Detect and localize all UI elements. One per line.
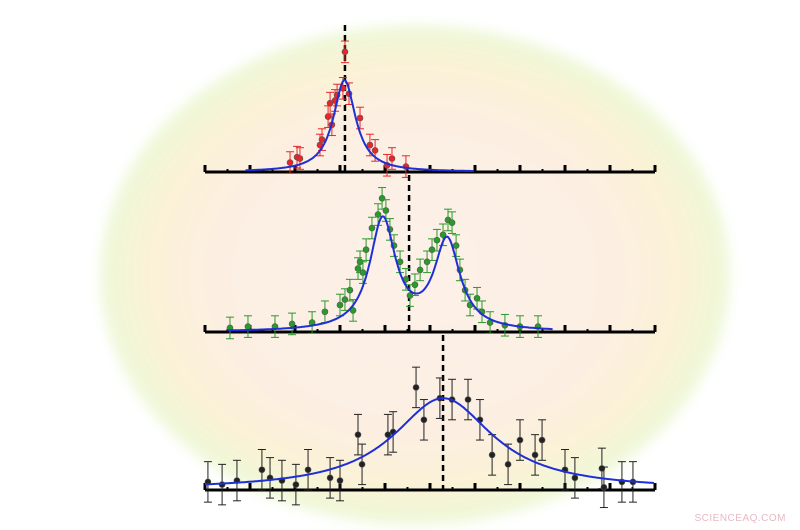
data-point — [326, 474, 334, 482]
data-point — [354, 265, 362, 272]
data-point — [423, 258, 431, 266]
data-point — [341, 48, 349, 56]
data-point — [349, 307, 357, 314]
data-point — [321, 308, 329, 316]
data-point — [516, 436, 524, 444]
data-point — [473, 294, 481, 302]
watermark: SCIENCEAQ.COM — [694, 513, 786, 524]
data-point — [433, 236, 441, 244]
data-point — [448, 219, 456, 226]
data-point — [420, 416, 428, 424]
data-point — [336, 477, 344, 484]
data-point — [292, 481, 300, 488]
data-point — [439, 231, 447, 239]
data-point — [326, 99, 334, 107]
data-point — [464, 396, 472, 403]
data-point — [362, 246, 370, 253]
data-point — [416, 266, 424, 274]
data-point — [304, 466, 312, 474]
data-point — [258, 466, 266, 474]
data-point — [358, 461, 366, 468]
data-point — [244, 323, 252, 330]
data-point — [571, 474, 579, 482]
data-point — [412, 384, 420, 391]
data-point — [411, 281, 419, 289]
data-point — [296, 155, 304, 162]
data-point — [324, 113, 332, 120]
fit-curve-bottom — [204, 397, 654, 486]
data-point — [286, 159, 294, 166]
data-point — [354, 431, 362, 438]
data-point — [336, 301, 344, 309]
data-point — [504, 461, 512, 468]
data-point — [359, 269, 367, 276]
fit-curve-middle — [227, 215, 553, 332]
data-point — [488, 451, 496, 459]
data-point — [318, 136, 326, 143]
data-point — [288, 320, 296, 328]
data-point — [384, 431, 392, 438]
data-point — [378, 195, 386, 202]
data-point — [428, 246, 436, 253]
data-point — [366, 141, 374, 149]
data-point — [368, 224, 376, 232]
data-point — [341, 296, 349, 303]
data-point — [371, 147, 379, 154]
data-point — [531, 451, 539, 459]
data-point — [374, 211, 382, 218]
data-point — [452, 242, 460, 249]
data-point — [346, 286, 354, 294]
data-point — [600, 483, 608, 491]
data-point — [356, 114, 364, 122]
data-point — [388, 155, 396, 162]
data-point — [538, 436, 546, 444]
data-point — [382, 207, 390, 214]
fit-curve-top — [245, 79, 474, 172]
